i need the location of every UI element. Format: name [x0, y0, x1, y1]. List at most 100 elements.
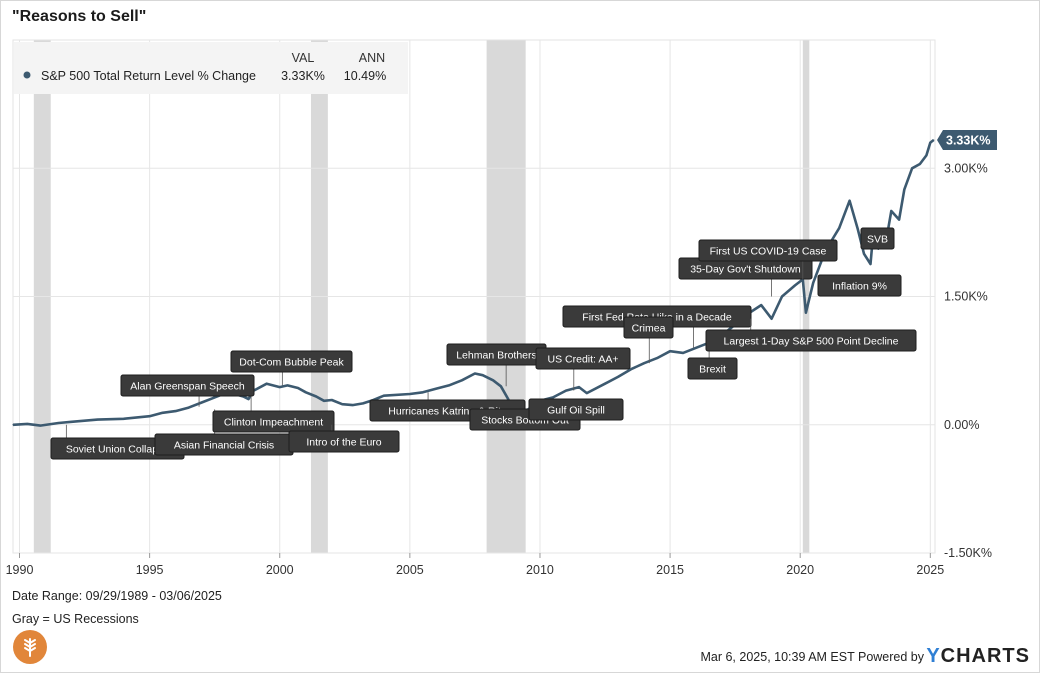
annotation-text: Crimea: [632, 323, 666, 335]
last-value-label: 3.33K%: [946, 134, 990, 148]
last-value-layer: 3.33K%: [937, 130, 997, 151]
series-point: [266, 383, 268, 385]
page-title: "Reasons to Sell": [12, 8, 147, 25]
series-point: [929, 142, 931, 144]
annotation-label: Clinton Impeachment: [212, 396, 335, 433]
annotation-text: Soviet Union Collapse: [66, 444, 169, 456]
annotation-label: Largest 1-Day S&P 500 Point Decline: [705, 318, 917, 352]
annotation-label: Soviet Union Collapse: [50, 424, 185, 460]
series-point: [805, 312, 807, 314]
y-tick-label: 0.00%: [944, 418, 979, 432]
series-point: [890, 210, 892, 212]
annotation-box: [705, 329, 917, 352]
series-point: [933, 139, 935, 141]
series-point: [898, 218, 900, 221]
wheat-logo-icon: [13, 630, 47, 664]
series-point: [162, 412, 164, 414]
series-point: [482, 374, 484, 376]
series-point: [383, 395, 385, 397]
series-point: [435, 388, 437, 390]
annotation-label: Intro of the Euro: [288, 424, 400, 453]
annotation-text: US Credit: AA+: [548, 354, 619, 366]
series-point: [925, 154, 928, 157]
series-point: [422, 391, 424, 393]
annotation-label: 35-Day Gov't Shutdown: [678, 257, 813, 297]
series-point: [919, 163, 921, 165]
legend-col-ann: ANN: [359, 51, 385, 65]
ycharts-logo[interactable]: YCHARTS: [926, 645, 1030, 667]
series-point: [669, 350, 671, 352]
legend-col-val: VAL: [292, 51, 315, 65]
annotation-text: Intro of the Euro: [306, 437, 381, 449]
series-point: [838, 227, 840, 229]
annotation-box: [860, 227, 895, 250]
series-point: [812, 282, 814, 284]
annotation-text: Brexit: [699, 364, 726, 376]
x-tick-label: 1995: [136, 563, 164, 577]
series-point: [643, 362, 645, 364]
annotation-text: Clinton Impeachment: [224, 417, 323, 429]
x-tick-label: 1990: [6, 563, 34, 577]
annotation-text: Gulf Oil Spill: [547, 405, 605, 417]
annotation-label: Dot-Com Bubble Peak: [230, 350, 353, 386]
annotation-box: [817, 274, 902, 297]
x-tick-label: 2010: [526, 563, 554, 577]
legend: VAL ANN S&P 500 Total Return Level % Cha…: [14, 42, 408, 94]
series-point: [149, 415, 151, 417]
series-point: [96, 419, 99, 421]
series-point: [286, 384, 289, 387]
annotation-box: [698, 239, 838, 262]
series-point: [794, 284, 796, 286]
series-point: [448, 384, 450, 387]
axis-layer: 1990 1995 2000 2005 2010 2015 2020 2025 3.00K% 1.…: [6, 161, 992, 577]
annotation-label: Brexit: [687, 351, 738, 380]
annotation-text: SVB: [867, 234, 888, 246]
series-point: [500, 385, 502, 387]
series-point: [820, 261, 822, 263]
series-point: [175, 410, 177, 412]
legend-ann: 10.49%: [344, 69, 386, 83]
series-point: [578, 386, 580, 388]
annotation-label: US Credit: AA+: [535, 347, 631, 391]
annotation-box: [535, 347, 631, 370]
series-point: [26, 423, 28, 425]
x-tick-label: 2025: [916, 563, 944, 577]
annotation-box: [687, 357, 738, 380]
annotation-label: Alan Greenspan Speech: [120, 374, 255, 407]
series-point: [903, 189, 905, 191]
series-point: [352, 404, 354, 406]
series-point: [323, 400, 325, 402]
annotation-layer: Soviet Union Collapse Asian Financial Cri…: [50, 227, 917, 460]
annotation-label: First US COVID-19 Case: [698, 239, 838, 280]
series-point: [911, 167, 913, 169]
last-value-tag: [937, 130, 997, 151]
series-point: [305, 391, 307, 393]
recession-note: Gray = US Recessions: [12, 612, 139, 626]
series-point: [297, 387, 299, 389]
series-point: [492, 379, 494, 381]
series-point: [214, 396, 216, 398]
series-point: [760, 304, 762, 306]
annotation-text: Dot-Com Bubble Peak: [239, 357, 344, 369]
series-point: [869, 263, 872, 265]
annotation-text: First US COVID-19 Case: [710, 246, 827, 258]
annotation-box: [288, 430, 400, 453]
series-point: [856, 227, 859, 229]
series-point: [461, 379, 463, 381]
y-tick-label: 3.00K%: [944, 161, 988, 175]
annotation-box: [623, 316, 674, 339]
x-tick-label: 2005: [396, 563, 424, 577]
legend-series-marker: [23, 71, 31, 79]
annotation-box: [230, 350, 353, 373]
annotation-box: [528, 398, 624, 421]
series-point: [552, 396, 554, 398]
legend-val: 3.33K%: [281, 69, 325, 83]
annotation-label: Lehman Brothers: [446, 343, 547, 387]
series-point: [474, 372, 476, 375]
series-point: [362, 402, 364, 404]
legend-series-name: S&P 500 Total Return Level % Change: [41, 69, 256, 83]
x-tick-label: 2015: [656, 563, 684, 577]
series-point: [682, 352, 684, 354]
annotation-text: Inflation 9%: [832, 281, 887, 293]
date-range: Date Range: 09/29/1989 - 03/06/2025: [12, 589, 222, 603]
